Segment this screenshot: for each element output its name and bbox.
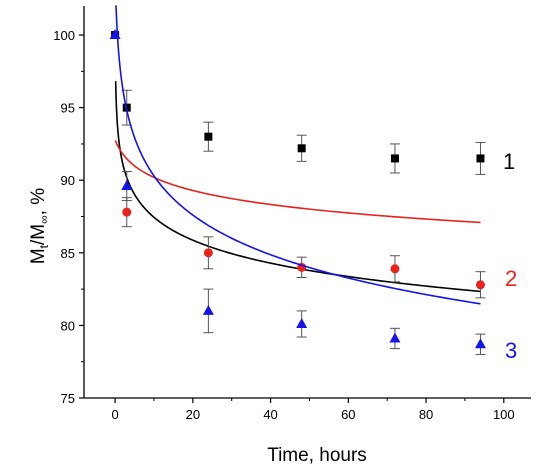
y-axis-title-sub2: ∞	[37, 215, 51, 224]
data-point-1-2	[204, 132, 213, 141]
y-axis-title-sub1: t	[37, 244, 51, 248]
fit-curve-3	[115, 5, 481, 305]
data-point-3-0	[109, 29, 121, 40]
data-point-2-4	[475, 280, 485, 290]
fit-curve-2	[114, 139, 481, 224]
data-point-3-2	[202, 304, 214, 315]
x-tick-label-60: 60	[341, 407, 355, 422]
y-tick-label-90: 90	[61, 173, 75, 188]
data-point-3-5	[474, 338, 486, 349]
x-tick-label-0: 0	[111, 407, 118, 422]
series-label-1: 1	[503, 149, 515, 174]
x-tick-label-40: 40	[263, 407, 277, 422]
data-point-2-3	[390, 264, 400, 274]
y-axis-title-mid: /M	[28, 224, 49, 245]
y-tick-label-80: 80	[61, 318, 75, 333]
x-tick-label-80: 80	[419, 407, 433, 422]
y-axis-ticks: 75 80 85 90 95 100	[53, 28, 84, 406]
series-label-2: 2	[505, 266, 517, 291]
x-tick-label-20: 20	[186, 407, 200, 422]
plot-area: 1 2 3	[109, 5, 517, 363]
x-axis-ticks: 0 20 40 60 80 100	[111, 398, 515, 422]
y-tick-label-75: 75	[61, 391, 75, 406]
x-tick-label-100: 100	[493, 407, 515, 422]
data-point-1-3	[297, 144, 306, 153]
series-1: 1	[111, 31, 515, 293]
data-point-3-1	[121, 180, 133, 191]
y-axis-title-main: M	[28, 248, 49, 264]
y-tick-label-100: 100	[53, 28, 75, 43]
data-point-3-4	[389, 332, 401, 343]
series-label-3: 3	[505, 338, 517, 363]
data-point-1-4	[390, 154, 399, 163]
data-point-3-3	[296, 317, 308, 328]
y-axis-title-tail: , %	[28, 188, 49, 216]
series-3: 3	[109, 5, 517, 363]
y-tick-label-95: 95	[61, 101, 75, 116]
data-point-1-5	[476, 154, 485, 163]
y-axis-title: Mt/M∞, %	[28, 188, 51, 264]
x-axis-title: Time, hours	[267, 445, 367, 466]
data-point-2-0	[122, 207, 132, 217]
y-tick-label-85: 85	[61, 246, 75, 261]
fit-curve-1	[114, 81, 481, 293]
series-2: 2	[114, 139, 517, 299]
data-point-2-1	[203, 248, 213, 258]
